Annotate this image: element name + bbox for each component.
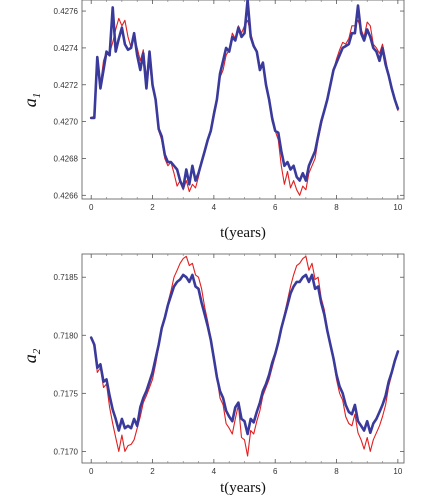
chart-panel-2: 0 2 4 6 8 10 0.7170 0.7175 0.7180 0.7185 t(years) a… <box>20 253 405 496</box>
chart-panel-1: 0 2 4 6 8 10 0.4266 0.4268 0.4270 0.4272 0.4274 0.4… <box>20 0 405 241</box>
y-axis-label: a2 <box>20 348 43 363</box>
plot-frame <box>81 253 405 464</box>
y-tick-label: 0.4270 <box>54 118 79 127</box>
series-group <box>89 0 400 196</box>
y-tick-label: 0.4272 <box>54 81 79 90</box>
x-tick-label: 2 <box>150 203 155 212</box>
series-line-2 <box>89 273 400 436</box>
y-tick-label: 0.4268 <box>54 154 79 163</box>
x-tick-label: 0 <box>89 203 94 212</box>
y-axis-label-main: a <box>20 98 40 107</box>
x-tick-label: 0 <box>89 467 94 476</box>
y-axis-label-subscript: 2 <box>31 348 43 354</box>
x-tick-label: 6 <box>273 203 278 212</box>
x-tick-label: 8 <box>334 467 339 476</box>
x-tick-label: 10 <box>393 203 402 212</box>
x-axis-title: t(years) <box>220 480 266 496</box>
series-line-1 <box>90 255 399 457</box>
y-tick-label: 0.7170 <box>54 447 79 456</box>
x-tick-label: 10 <box>393 467 402 476</box>
y-axis-label: a1 <box>20 93 43 108</box>
y-axis-label-main: a <box>20 354 40 363</box>
y-tick-label: 0.4276 <box>54 7 79 16</box>
x-tick-label: 4 <box>212 467 217 476</box>
x-tick-label: 4 <box>212 203 217 212</box>
x-tick-label: 8 <box>334 203 339 212</box>
y-tick-label: 0.4274 <box>54 44 79 53</box>
series-line-2 <box>89 0 400 190</box>
y-tick-label: 0.4266 <box>54 191 79 200</box>
y-tick-label: 0.7175 <box>54 389 79 398</box>
x-axis-title: t(years) <box>220 225 266 241</box>
y-tick-label: 0.7185 <box>54 273 79 282</box>
y-axis-label-subscript: 1 <box>31 93 43 99</box>
y-tick-label: 0.7180 <box>54 331 79 340</box>
x-tick-label: 6 <box>273 467 278 476</box>
x-tick-label: 2 <box>150 467 155 476</box>
series-group <box>89 255 400 457</box>
